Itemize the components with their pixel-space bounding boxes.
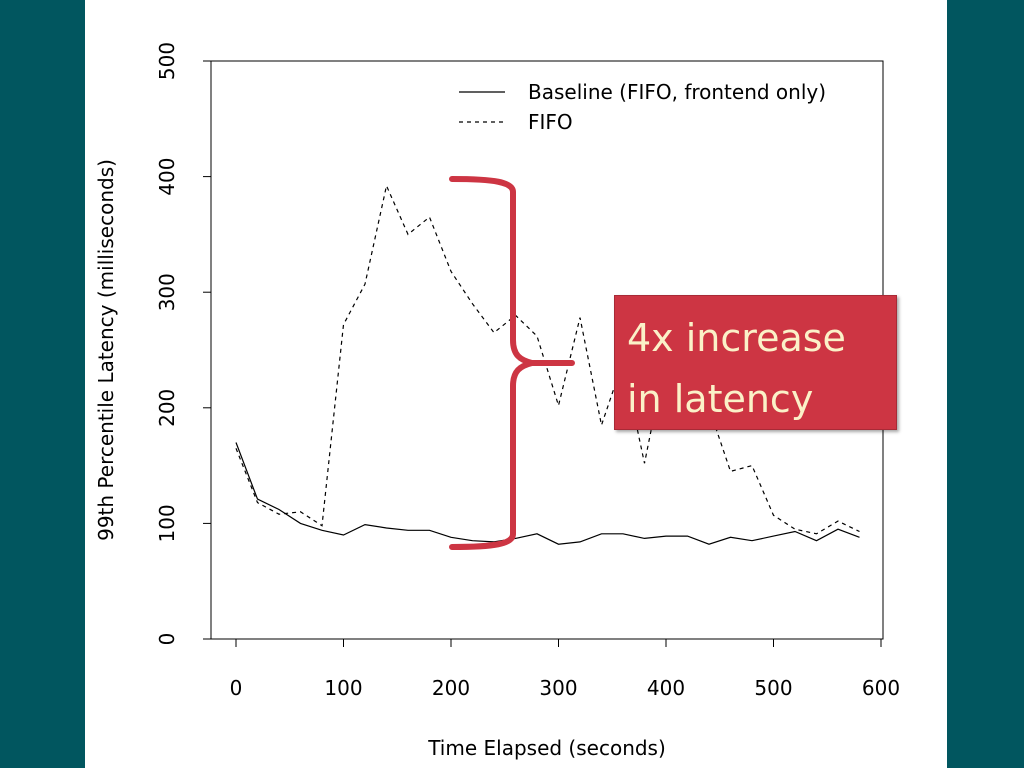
x-tick-label: 400	[647, 676, 685, 700]
callout-box: 4x increase in latency	[614, 295, 897, 430]
y-axis-label: 99th Percentile Latency (milliseconds)	[94, 159, 118, 541]
callout-line-1: 4x increase	[627, 316, 846, 360]
x-tick-label: 600	[862, 676, 900, 700]
y-tick-label: 0	[155, 633, 179, 646]
x-tick-label: 500	[754, 676, 792, 700]
x-tick-label: 100	[324, 676, 362, 700]
x-tick-label: 0	[230, 676, 243, 700]
y-tick-label: 100	[155, 504, 179, 542]
x-tick-label: 300	[539, 676, 577, 700]
x-axis-label: Time Elapsed (seconds)	[427, 736, 666, 760]
latency-increase-bracket	[449, 176, 575, 550]
callout-text: 4x increase in latency	[627, 308, 846, 430]
legend-entry: Baseline (FIFO, frontend only)	[528, 80, 826, 104]
series-line-baseline	[235, 442, 860, 545]
series-line-fifo	[235, 183, 860, 535]
y-tick-label: 300	[155, 273, 179, 311]
y-tick-label: 400	[155, 158, 179, 196]
legend-entry: FIFO	[528, 110, 573, 134]
y-tick-label: 200	[155, 389, 179, 427]
callout-line-2: in latency	[627, 377, 814, 421]
x-tick-label: 200	[432, 676, 470, 700]
y-tick-label: 500	[155, 42, 179, 80]
